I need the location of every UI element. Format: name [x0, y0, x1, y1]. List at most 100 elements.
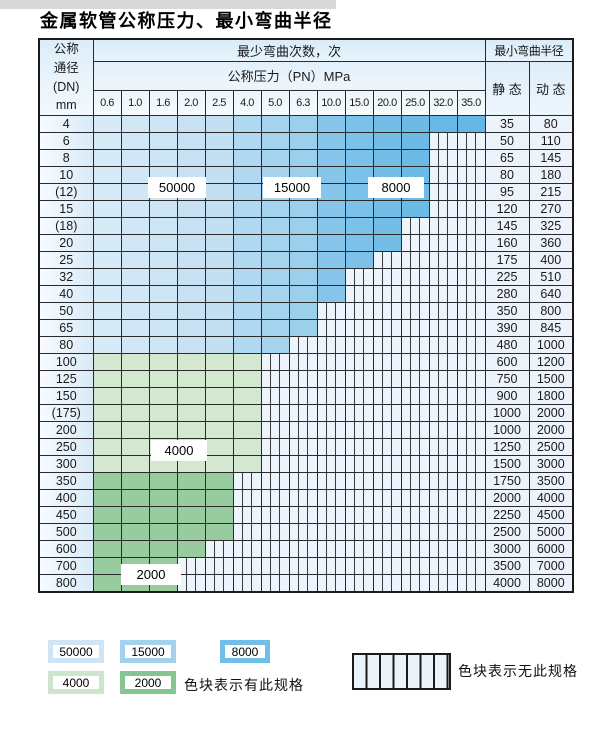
cell-available: [204, 132, 234, 150]
table-row: 200 1000 2000: [38, 421, 574, 439]
cell-available: [148, 489, 178, 507]
cell-unavailable: [316, 438, 346, 456]
cell-unavailable: [456, 319, 486, 337]
dynamic-radius-value: 1800: [528, 387, 574, 405]
pressure-value-header: 1.6: [148, 90, 178, 116]
cell-unavailable: [456, 353, 486, 371]
static-radius-value: 1000: [484, 404, 530, 422]
cell-available: [176, 268, 206, 286]
table-row: (18) 145 325: [38, 217, 574, 235]
dn-label: (18): [38, 217, 94, 235]
pressure-value-header: 35.0: [456, 90, 486, 116]
cell-unavailable: [288, 438, 318, 456]
cell-available: [344, 149, 374, 167]
cell-unavailable: [400, 370, 430, 388]
dn-label: 32: [38, 268, 94, 286]
cell-unavailable: [428, 455, 458, 473]
cell-unavailable: [428, 132, 458, 150]
cell-available: [260, 115, 290, 133]
cell-unavailable: [288, 489, 318, 507]
cell-available: [92, 455, 122, 473]
cell-unavailable: [428, 523, 458, 541]
cell-available: [316, 183, 346, 201]
static-radius-value: 225: [484, 268, 530, 286]
cell-available: [344, 115, 374, 133]
cell-unavailable: [316, 404, 346, 422]
cell-unavailable: [288, 404, 318, 422]
cell-available: [204, 438, 234, 456]
cell-available: [92, 115, 122, 133]
cell-unavailable: [456, 489, 486, 507]
cell-available: [92, 472, 122, 490]
cell-unavailable: [456, 438, 486, 456]
cell-unavailable: [204, 574, 234, 592]
cell-unavailable: [372, 506, 402, 524]
dynamic-radius-value: 3500: [528, 472, 574, 490]
cell-unavailable: [400, 574, 430, 592]
cell-unavailable: [288, 574, 318, 592]
cell-available: [148, 234, 178, 252]
cell-unavailable: [428, 149, 458, 167]
cycle-label-15000: 15000: [263, 177, 321, 198]
cell-unavailable: [316, 319, 346, 337]
cell-unavailable: [316, 336, 346, 354]
cell-available: [176, 421, 206, 439]
cell-unavailable: [428, 251, 458, 269]
cell-available: [92, 523, 122, 541]
cell-available: [400, 200, 430, 218]
cell-unavailable: [372, 302, 402, 320]
static-radius-value: 3000: [484, 540, 530, 558]
cell-available: [260, 200, 290, 218]
dn-label: 600: [38, 540, 94, 558]
cell-available: [288, 149, 318, 167]
cell-unavailable: [400, 217, 430, 235]
cell-available: [120, 251, 150, 269]
table-row: 400 2000 4000: [38, 489, 574, 507]
cell-available: [148, 387, 178, 405]
cell-available: [232, 319, 262, 337]
cell-unavailable: [260, 523, 290, 541]
table-row: 250 1250 2500: [38, 438, 574, 456]
cycle-label-4000: 4000: [151, 440, 207, 461]
cell-available: [148, 523, 178, 541]
cell-available: [92, 285, 122, 303]
pressure-value-header: 5.0: [260, 90, 290, 116]
cell-available: [92, 387, 122, 405]
cell-available: [120, 353, 150, 371]
cell-available: [148, 132, 178, 150]
cell-available: [232, 336, 262, 354]
dynamic-radius-value: 510: [528, 268, 574, 286]
cell-unavailable: [456, 302, 486, 320]
table-row: 8 65 145: [38, 149, 574, 167]
cell-available: [176, 523, 206, 541]
table-row: 80 480 1000: [38, 336, 574, 354]
cell-available: [316, 217, 346, 235]
cell-unavailable: [400, 268, 430, 286]
cell-available: [204, 166, 234, 184]
cell-unavailable: [344, 404, 374, 422]
cell-available: [288, 268, 318, 286]
legend-swatch-50000: 50000: [48, 640, 104, 663]
page-title: 金属软管公称压力、最小弯曲半径: [40, 11, 333, 31]
cell-unavailable: [372, 336, 402, 354]
dn-label: 80: [38, 336, 94, 354]
cell-available: [344, 200, 374, 218]
cell-available: [232, 251, 262, 269]
cell-unavailable: [456, 472, 486, 490]
cell-unavailable: [372, 353, 402, 371]
cell-available: [372, 217, 402, 235]
cell-unavailable: [372, 574, 402, 592]
cell-unavailable: [176, 574, 206, 592]
dynamic-radius-value: 325: [528, 217, 574, 235]
cell-available: [288, 251, 318, 269]
table-row: 350 1750 3500: [38, 472, 574, 490]
cell-available: [316, 234, 346, 252]
cell-available: [120, 540, 150, 558]
dn-label: 200: [38, 421, 94, 439]
corner-header-dn: 公称 通径 (DN) mm: [38, 38, 94, 116]
dn-label: 6: [38, 132, 94, 150]
cycle-label-50000: 50000: [148, 177, 206, 198]
pressure-value-header: 20.0: [372, 90, 402, 116]
cell-available: [120, 336, 150, 354]
cell-unavailable: [456, 200, 486, 218]
